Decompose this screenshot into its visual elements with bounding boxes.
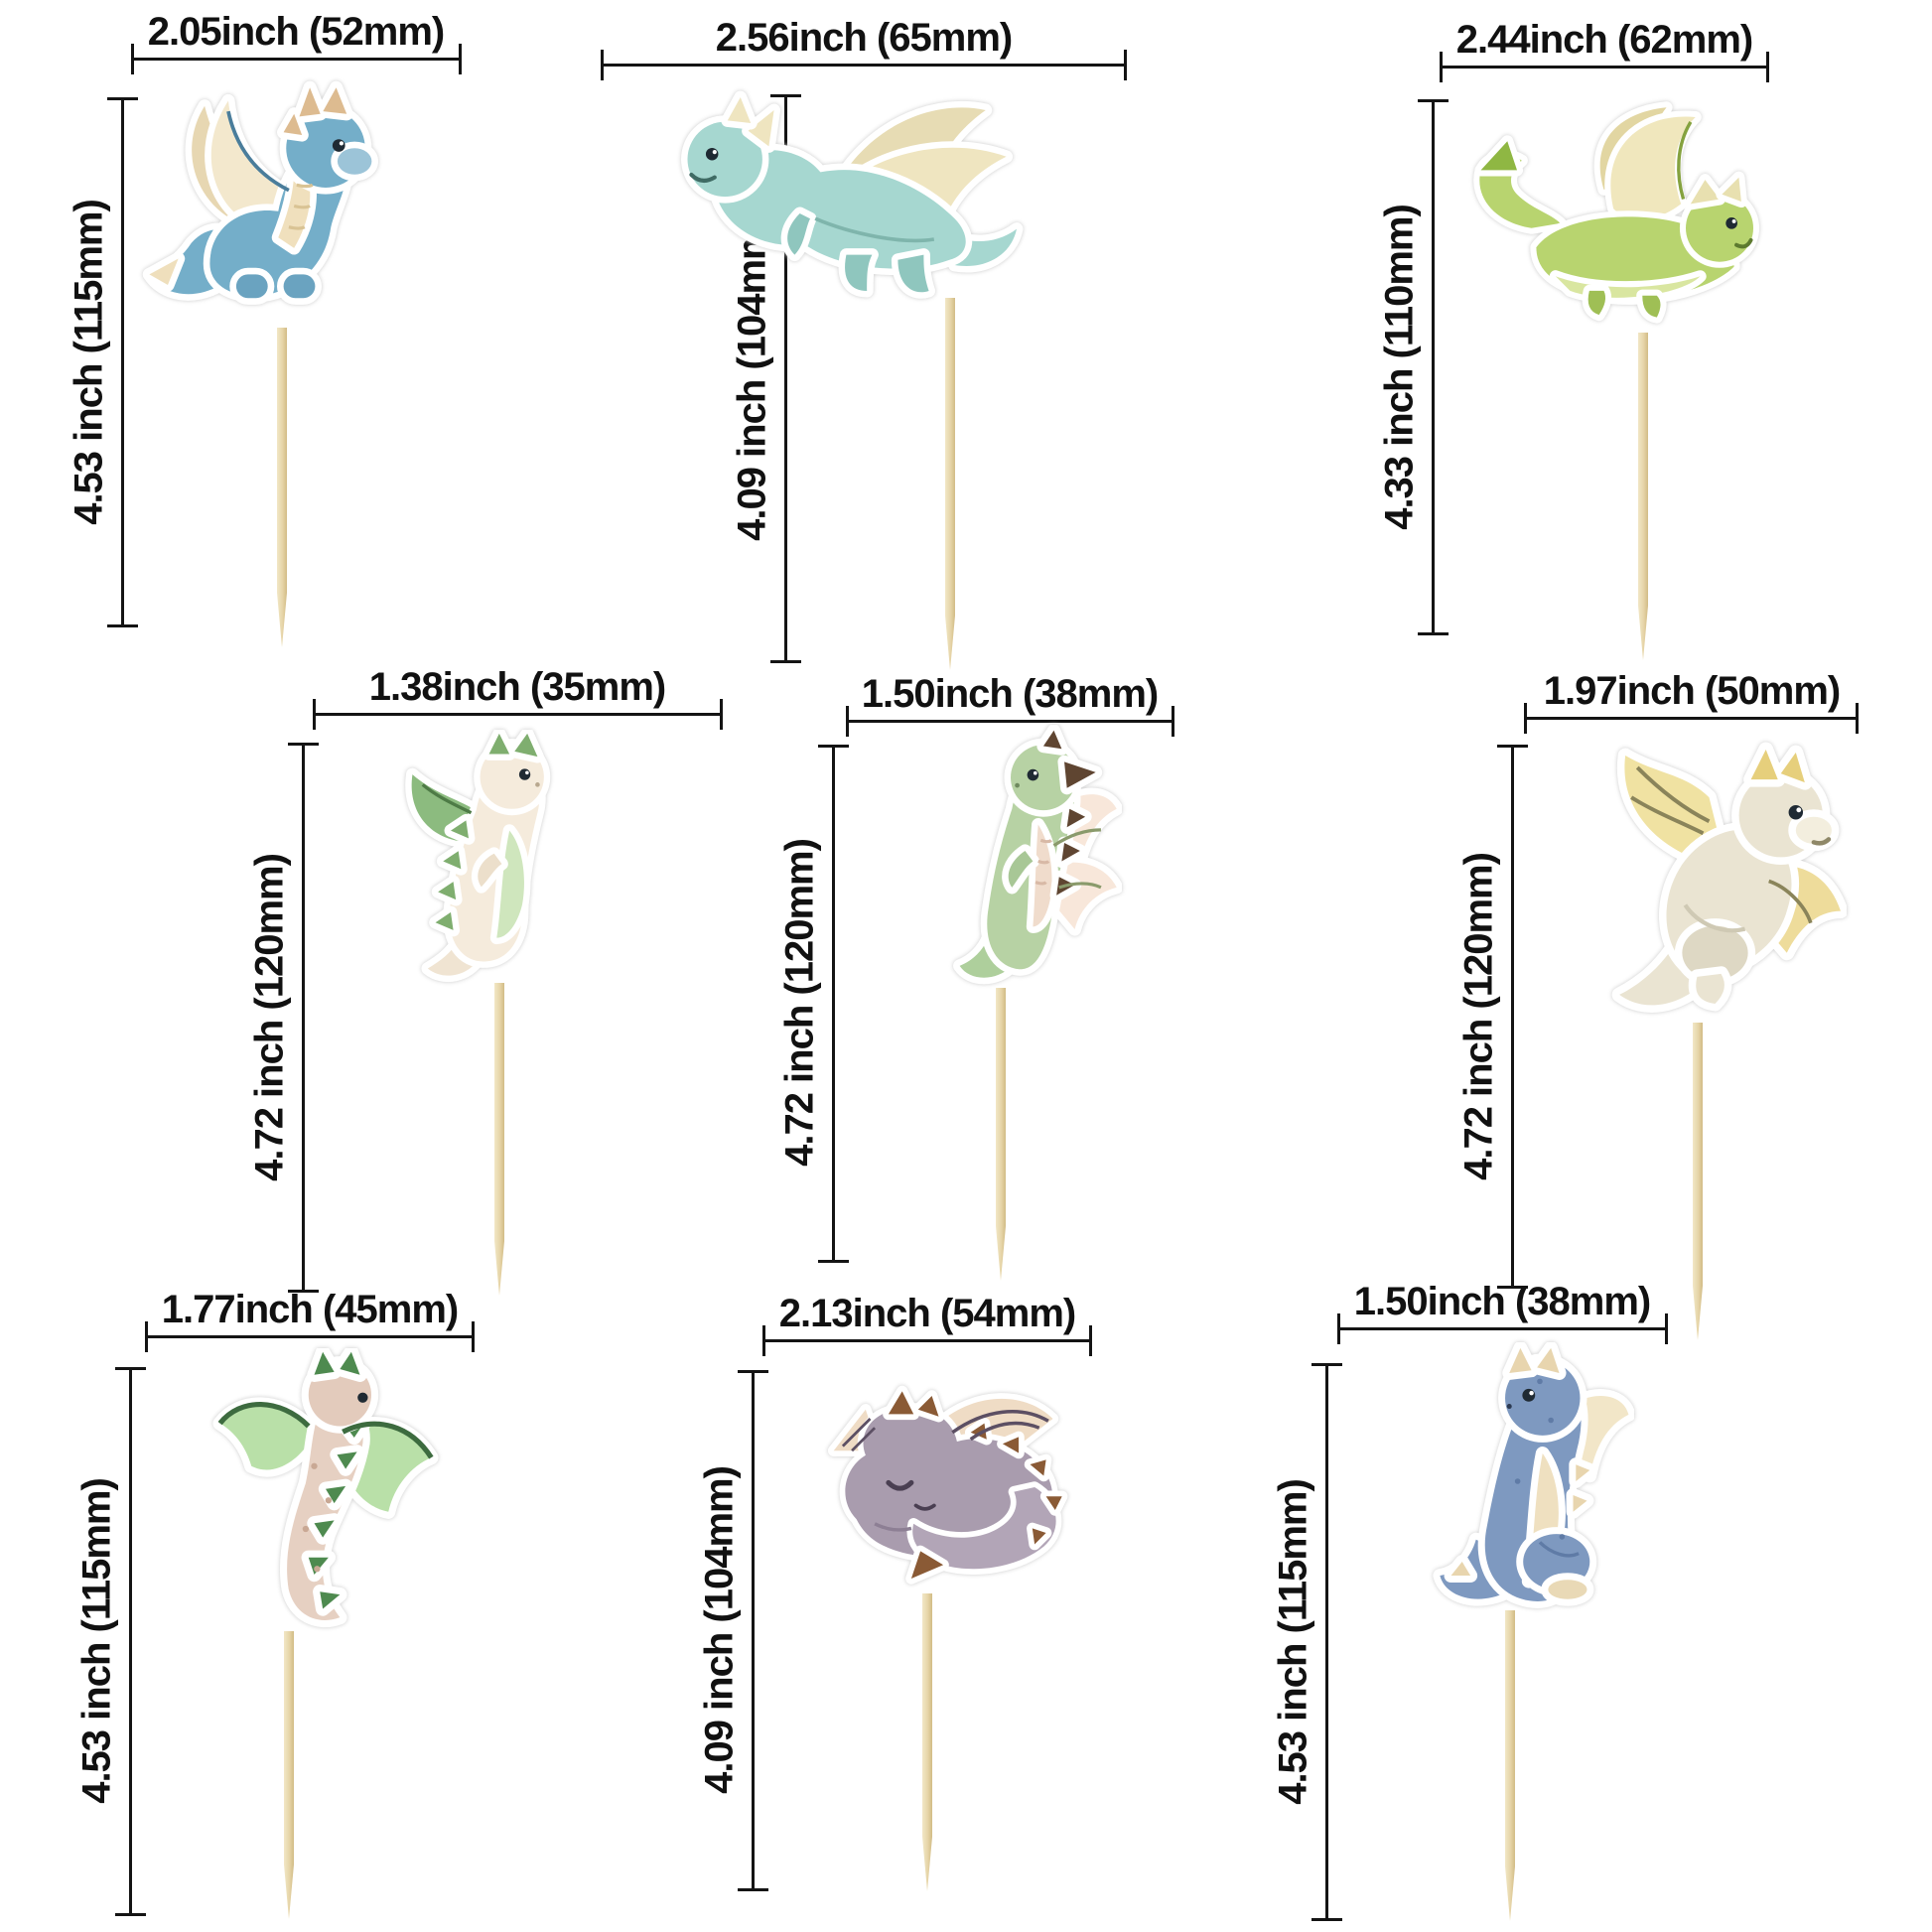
dragon-horns <box>1743 742 1813 790</box>
width-dimension-line <box>145 1321 475 1352</box>
dragon-smile <box>913 1503 936 1511</box>
dragon-leg <box>1582 284 1612 322</box>
dragon-horn <box>1036 725 1068 756</box>
width-dimension-label: 1.50inch (38mm) <box>1353 1280 1651 1323</box>
dragon-spikes <box>301 1413 373 1616</box>
width-dimension-line <box>1440 52 1769 82</box>
width-dimension-label: 1.38inch (35mm) <box>368 665 666 709</box>
dragon-eye <box>1725 217 1737 229</box>
dragon-closed-eye <box>886 1479 914 1491</box>
height-dimension-line <box>115 1367 146 1916</box>
height-dimension-label: 4.53 inch (115mm) <box>1271 1479 1315 1805</box>
blue-sitting-dragon-illustration <box>1433 1342 1634 1608</box>
width-dimension-line <box>762 1325 1092 1356</box>
height-dimension-line <box>288 743 319 1293</box>
dragon-ear <box>1684 174 1726 210</box>
width-dimension-label: 2.44inch (62mm) <box>1455 18 1753 62</box>
height-dimension-label: 4.09 inch (104mm) <box>697 1466 742 1794</box>
dragon-leg <box>891 248 936 299</box>
blue-standing-dragon-illustration <box>142 80 378 305</box>
dragon-tail-tip <box>1474 135 1524 177</box>
height-dimension-label: 4.53 inch (115mm) <box>74 1478 119 1804</box>
dragon-spikes <box>429 813 476 937</box>
dragon-leg <box>838 248 879 298</box>
width-dimension-line <box>601 50 1127 80</box>
width-dimension-line <box>1524 703 1859 734</box>
height-dimension-line <box>770 94 801 663</box>
height-dimension-label: 4.33 inch (110mm) <box>1377 205 1422 530</box>
width-dimension-label: 1.50inch (38mm) <box>861 672 1159 716</box>
height-dimension-label: 4.72 inch (120mm) <box>247 854 292 1181</box>
width-dimension-line <box>846 706 1174 737</box>
green-flying-dragon-illustration <box>1473 101 1760 324</box>
dragon-eye <box>1027 768 1039 781</box>
dragon-tail-tip <box>905 1545 949 1585</box>
tan-dragon-back-view-illustration <box>212 1348 439 1628</box>
dragon-eye <box>1788 805 1804 820</box>
dragon-horns <box>483 730 544 763</box>
dragon-arm <box>780 207 817 262</box>
width-dimension-label: 1.97inch (50mm) <box>1543 669 1841 713</box>
height-dimension-line <box>1311 1363 1342 1921</box>
toothpick <box>494 983 504 1296</box>
toothpick <box>996 988 1006 1281</box>
dragon-arm <box>1002 844 1039 895</box>
dragon-horn <box>1716 171 1747 208</box>
dragon-leg <box>1636 289 1667 324</box>
dragon-horns <box>883 1385 945 1423</box>
height-dimension-line <box>818 745 849 1263</box>
dragon-ear <box>1057 755 1103 795</box>
cream-dragon-green-wings-illustration <box>405 730 551 982</box>
height-dimension-label: 4.53 inch (115mm) <box>67 200 111 525</box>
dragon-arm <box>472 847 508 894</box>
width-dimension-line <box>1337 1313 1668 1344</box>
dragon-snout <box>331 141 378 182</box>
dragon-eye <box>1522 1388 1536 1402</box>
dragon-eye <box>332 139 345 152</box>
width-dimension-label: 2.56inch (65mm) <box>715 16 1013 60</box>
dragon-eye <box>357 1392 368 1403</box>
dragon-spikes <box>1049 802 1092 902</box>
toothpick <box>945 298 955 670</box>
height-dimension-line <box>1497 745 1528 1289</box>
height-dimension-line <box>107 97 138 627</box>
dragon-horns <box>276 80 353 142</box>
ivory-dragon-yellow-wings-illustration <box>1611 742 1847 1013</box>
dragon-horns <box>1502 1342 1567 1380</box>
width-dimension-label: 2.13inch (54mm) <box>778 1292 1076 1335</box>
dragon-belly <box>489 824 531 945</box>
dragon-leg <box>229 267 275 305</box>
width-dimension-line <box>313 699 723 730</box>
height-dimension-line <box>738 1370 768 1891</box>
width-dimension-line <box>131 44 462 74</box>
height-dimension-label: 4.72 inch (120mm) <box>1456 853 1501 1180</box>
dragon-horn <box>721 90 758 130</box>
height-dimension-line <box>1418 99 1449 635</box>
dragon-leg <box>276 267 323 305</box>
toothpick <box>922 1593 932 1891</box>
toothpick <box>277 328 287 647</box>
green-dragon-pink-wings-illustration <box>953 725 1122 985</box>
dragon-ear <box>742 103 781 153</box>
dragon-eye <box>705 147 719 161</box>
width-dimension-label: 2.05inch (52mm) <box>147 10 445 54</box>
toothpick <box>1638 333 1648 660</box>
dragon-eye <box>518 768 531 780</box>
dragon-head-spikes <box>307 1348 367 1382</box>
height-dimension-label: 4.72 inch (120mm) <box>777 839 822 1167</box>
purple-sleeping-dragon-illustration <box>827 1385 1068 1585</box>
dragon-tail-tip <box>142 251 186 292</box>
mint-flying-dragon-illustration <box>681 90 1024 299</box>
dragon-foot <box>1541 1573 1594 1606</box>
width-dimension-label: 1.77inch (45mm) <box>161 1288 459 1331</box>
toothpick <box>1693 1023 1703 1340</box>
toothpick <box>1505 1610 1515 1921</box>
dragon-spikes <box>1444 1457 1597 1584</box>
dragon-foot <box>1688 966 1732 1012</box>
toothpick <box>284 1631 294 1919</box>
